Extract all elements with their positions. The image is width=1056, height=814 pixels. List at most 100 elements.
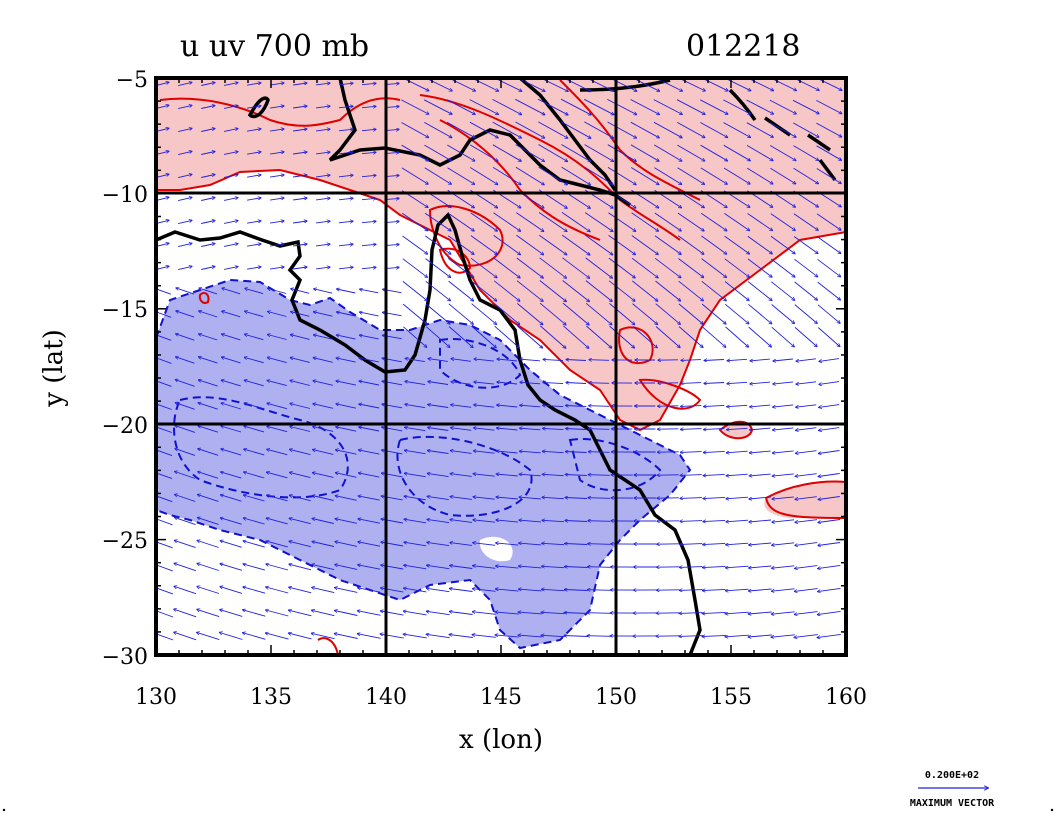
wind-vector bbox=[537, 98, 568, 115]
wind-vector bbox=[247, 83, 261, 86]
wind-vector bbox=[538, 121, 567, 138]
wind-vector bbox=[585, 280, 612, 302]
wind-vector bbox=[176, 357, 195, 364]
wind-vector bbox=[543, 359, 563, 360]
wind-vector bbox=[609, 303, 634, 324]
wind-vector bbox=[819, 427, 840, 431]
wind-vector bbox=[588, 567, 611, 568]
wind-vector bbox=[493, 212, 521, 231]
wind-vector bbox=[474, 428, 495, 431]
wind-vector bbox=[677, 212, 704, 231]
wind-vector bbox=[176, 311, 195, 318]
wind-vector bbox=[771, 304, 795, 324]
wind-vector bbox=[703, 589, 726, 590]
wind-vector bbox=[654, 257, 681, 277]
wind-vector bbox=[293, 106, 307, 109]
wind-vector bbox=[360, 312, 379, 317]
wind-vector bbox=[700, 122, 727, 138]
wind-vector bbox=[266, 610, 289, 617]
wind-vector bbox=[243, 518, 265, 525]
wind-vector bbox=[518, 612, 542, 615]
wind-vector bbox=[178, 220, 192, 225]
wind-vector bbox=[816, 100, 841, 113]
wind-vector bbox=[493, 280, 520, 301]
wind-vector bbox=[267, 357, 287, 364]
wind-vector bbox=[796, 450, 817, 454]
wind-vector bbox=[428, 359, 448, 362]
wind-vector bbox=[401, 144, 429, 161]
wind-vector bbox=[519, 451, 541, 454]
wind-vector bbox=[589, 406, 610, 407]
wind-vector bbox=[818, 519, 841, 523]
wind-vector bbox=[359, 381, 379, 386]
wind-vector bbox=[361, 221, 376, 222]
wind-vector bbox=[724, 235, 750, 254]
wind-vector bbox=[221, 403, 241, 410]
wind-vector bbox=[680, 452, 702, 453]
wind-vector bbox=[702, 612, 726, 613]
wind-vector bbox=[795, 565, 818, 569]
wind-vector bbox=[361, 198, 376, 199]
wind-vector bbox=[771, 611, 795, 614]
wind-vector bbox=[244, 449, 265, 456]
wind-vector bbox=[198, 380, 218, 387]
wind-vector bbox=[176, 334, 195, 341]
wind-vector bbox=[538, 212, 567, 232]
wind-vector bbox=[542, 451, 564, 452]
wind-vector bbox=[701, 235, 726, 254]
wind-vector bbox=[819, 381, 840, 385]
wind-vector bbox=[402, 258, 428, 278]
wind-vector bbox=[220, 518, 242, 525]
wind-vector bbox=[198, 449, 219, 456]
wind-vector bbox=[311, 633, 335, 640]
wind-vector bbox=[563, 325, 588, 348]
wind-vector bbox=[676, 122, 705, 137]
wind-vector bbox=[727, 405, 748, 406]
wind-vector bbox=[701, 258, 727, 278]
wind-vector bbox=[654, 212, 681, 231]
wind-vector bbox=[566, 383, 587, 384]
wind-vector bbox=[630, 144, 659, 161]
wind-vector bbox=[359, 450, 380, 455]
wind-vector bbox=[770, 258, 795, 277]
wind-vector bbox=[338, 244, 353, 246]
wind-vector bbox=[817, 610, 841, 614]
wind-vector bbox=[451, 405, 472, 408]
wind-vector bbox=[201, 152, 215, 155]
wind-vector bbox=[401, 99, 428, 114]
wind-vector bbox=[266, 564, 289, 571]
wind-vector bbox=[312, 542, 335, 547]
wind-vector bbox=[607, 167, 636, 184]
wind-vector bbox=[771, 281, 794, 300]
wind-vector bbox=[725, 326, 749, 347]
wind-vector bbox=[267, 472, 288, 479]
wind-vector bbox=[703, 497, 725, 498]
wind-vector bbox=[293, 198, 307, 201]
wind-vector bbox=[427, 473, 449, 478]
reference-vector-legend: 0.200E+02 MAXIMUM VECTOR bbox=[910, 770, 995, 809]
wind-vector bbox=[471, 280, 496, 301]
wind-vector bbox=[793, 167, 819, 183]
wind-vector bbox=[201, 221, 215, 224]
wind-vector bbox=[268, 289, 287, 294]
wind-vector bbox=[497, 451, 518, 454]
wind-vector bbox=[314, 335, 333, 340]
wind-vector bbox=[699, 99, 728, 114]
wind-vector bbox=[519, 566, 542, 569]
wind-vector bbox=[496, 520, 519, 523]
wind-vector bbox=[541, 635, 565, 636]
wind-vector bbox=[451, 428, 472, 431]
wind-vector bbox=[267, 495, 288, 502]
wind-vector bbox=[451, 451, 472, 454]
wind-vector bbox=[748, 634, 772, 637]
wind-vector bbox=[471, 326, 496, 347]
wind-vector bbox=[678, 303, 703, 324]
wind-vector bbox=[772, 542, 795, 545]
wind-vector bbox=[175, 403, 195, 410]
wind-vector bbox=[543, 405, 564, 406]
wind-vector bbox=[423, 99, 452, 114]
wind-vector bbox=[178, 151, 192, 156]
wind-vector bbox=[197, 541, 219, 548]
wind-vector bbox=[313, 450, 334, 455]
wind-vector bbox=[361, 83, 376, 84]
